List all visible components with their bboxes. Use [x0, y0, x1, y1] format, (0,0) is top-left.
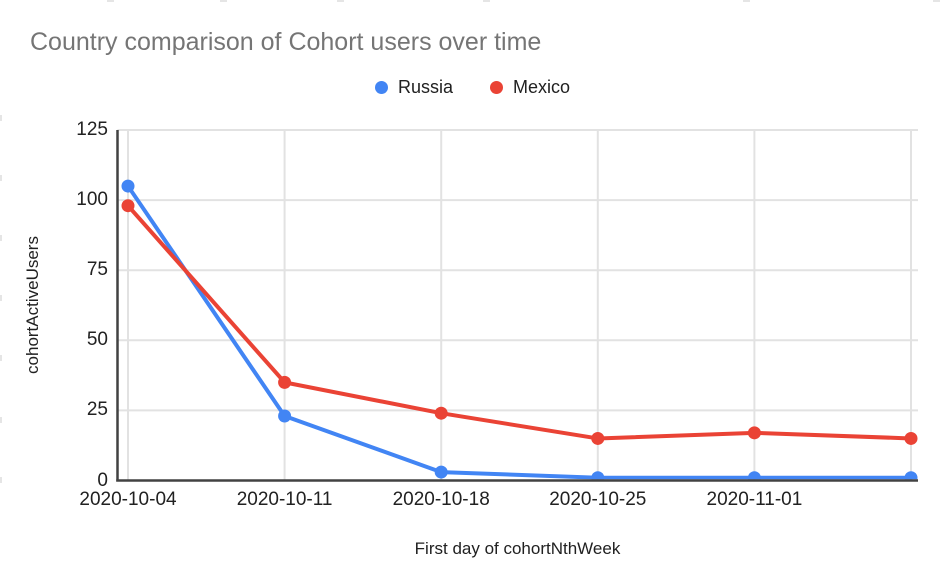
legend-label-mexico: Mexico — [513, 77, 571, 97]
crop-artifact — [0, 417, 2, 423]
x-tick-4: 2020-10-25 — [549, 489, 647, 510]
crop-artifact — [0, 355, 2, 361]
y-tick-125: 125 — [76, 119, 108, 140]
data-point-mexico[interactable] — [121, 199, 135, 213]
crop-artifact — [0, 175, 2, 181]
legend-label-russia: Russia — [397, 77, 453, 97]
data-point-mexico[interactable] — [904, 431, 918, 445]
crop-artifact — [743, 0, 750, 2]
legend-dot-mexico-icon — [490, 81, 503, 94]
y-tick-100: 100 — [76, 189, 108, 211]
crop-artifact — [0, 477, 2, 483]
data-point-mexico[interactable] — [747, 426, 761, 440]
crop-artifact — [337, 0, 344, 2]
legend-dot-russia-icon — [374, 81, 388, 94]
y-tick-50: 50 — [86, 329, 108, 351]
crop-artifact — [220, 0, 227, 2]
data-point-mexico[interactable] — [278, 375, 292, 389]
data-point-russia[interactable] — [278, 409, 292, 423]
crop-artifact — [933, 0, 940, 2]
crop-artifact — [107, 0, 114, 2]
crop-artifact — [0, 295, 2, 301]
x-tick-3: 2020-10-18 — [392, 489, 490, 510]
y-tick-75: 75 — [86, 259, 108, 281]
crop-artifact — [0, 115, 2, 121]
data-point-mexico[interactable] — [434, 406, 448, 420]
data-point-russia[interactable] — [904, 471, 918, 484]
chart-title: Country comparison of Cohort users over … — [30, 28, 542, 56]
data-point-russia[interactable] — [591, 471, 605, 484]
x-tick-2: 2020-10-11 — [236, 489, 333, 510]
series-group — [121, 179, 918, 484]
crop-artifact — [0, 235, 2, 241]
crop-artifact — [483, 0, 490, 2]
series-line-russia[interactable] — [126, 184, 913, 480]
data-point-russia[interactable] — [121, 179, 135, 193]
data-point-russia[interactable] — [434, 465, 448, 479]
series-line-mexico[interactable] — [126, 203, 913, 441]
x-axis-title: First day of cohortNthWeek — [414, 539, 621, 558]
legend-item-russia[interactable]: Russia — [374, 77, 453, 98]
x-tick-5: 2020-11-01 — [706, 489, 803, 510]
y-tick-0: 0 — [97, 469, 108, 491]
data-point-mexico[interactable] — [591, 431, 605, 445]
legend-item-mexico[interactable]: Mexico — [490, 77, 570, 98]
y-tick-25: 25 — [86, 399, 108, 421]
x-tick-1: 2020-10-04 — [79, 489, 177, 510]
legend: Russia Mexico — [0, 77, 945, 98]
data-point-russia[interactable] — [747, 471, 761, 484]
